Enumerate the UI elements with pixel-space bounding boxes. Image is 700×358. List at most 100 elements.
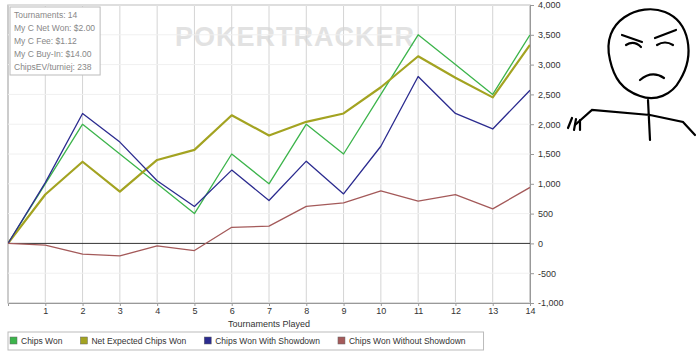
y-tick: 4,000 [530,0,561,10]
y-tick-label: 3,000 [538,60,561,70]
legend-swatch [10,337,17,344]
face-eye [626,43,673,48]
info-line: My C Fee: $1.12 [14,36,77,46]
face-hand [568,118,580,130]
x-tick: 2 [81,303,86,316]
info-line: My C Net Won: $2.00 [14,23,95,33]
info-line: My C Buy-In: $14.00 [14,49,92,59]
x-tick-label: 2 [81,306,86,316]
x-tick: 8 [304,303,309,316]
chart: POKERTRACKER -1,000 -500 0 500 1,000 1,500 2,00… [0,0,700,358]
face-mouth [640,74,664,80]
grid [8,5,530,303]
y-tick: 500 [530,209,553,219]
legend-frame [8,332,484,350]
x-tick: 7 [267,303,272,316]
x-tick-label: 7 [267,306,272,316]
x-tick: 1 [43,303,48,316]
y-tick-mark [530,154,534,155]
y-tick-mark [530,35,534,36]
x-tick: 3 [118,303,123,316]
grid-line-y [8,94,530,95]
face-icon [568,9,695,140]
series-line [8,77,530,244]
plot-background [8,5,530,303]
info-box-frame [10,7,100,75]
x-axis-title: Tournaments Played [228,319,310,329]
x-tick: 14 [525,303,535,316]
y-tick: 1,500 [530,149,561,159]
legend-swatch [204,337,211,344]
x-tick: 12 [451,303,461,316]
y-tick-label: 4,000 [538,0,561,10]
y-tick-label: -1,000 [538,298,564,308]
x-tick-label: 5 [192,306,197,316]
x-tick-label: 4 [155,306,160,316]
y-tick-mark [530,273,534,274]
y-tick-mark [530,184,534,185]
x-tick-label: 8 [304,306,309,316]
x-tick-label: 9 [342,306,347,316]
face-head [608,9,688,98]
grid-line-y [8,273,530,274]
y-tick-label: 3,500 [538,30,561,40]
series-lines [8,35,530,256]
y-tick-mark [530,94,534,95]
y-tick: 0 [530,239,543,249]
y-tick: 2,500 [530,90,561,100]
x-tick: 9 [342,303,347,316]
y-tick-label: 500 [538,209,553,219]
legend-item: Chips Won With Showdown [204,336,320,346]
legend-label: Chips Won Without Showdown [349,336,466,346]
face-brow [622,30,676,42]
legend-item: Chips Won [10,336,63,346]
x-tick-label: 6 [230,306,235,316]
legend-swatch [338,337,345,344]
y-tick-label: 0 [538,239,543,249]
x-tick-label: 14 [525,306,535,316]
series-line [8,35,530,244]
zero-line [8,243,530,244]
y-tick-mark [530,124,534,125]
info-box: Tournaments: 14 My C Net Won: $2.00 My C F… [10,7,100,75]
y-axis: -1,000 -500 0 500 1,000 1,500 2,000 2,500 3,000 3… [530,0,564,308]
x-tick: 11 [414,303,423,316]
y-tick-label: 2,500 [538,90,561,100]
y-tick: 2,000 [530,120,561,130]
x-tick: 5 [192,303,197,316]
x-tick-label: 3 [118,306,123,316]
y-tick-label: -500 [538,269,556,279]
y-tick-label: 1,000 [538,179,561,189]
info-line: ChipsEV/turniej: 238 [14,62,92,72]
x-tick: 4 [155,303,160,316]
legend-label: Net Expected Chips Won [91,336,186,346]
x-tick-label: 10 [376,306,386,316]
x-tick-label: 12 [451,306,461,316]
x-tick-label: 13 [488,306,498,316]
y-tick-mark [530,243,534,244]
x-tick-label: 1 [43,306,48,316]
y-tick-mark [530,214,534,215]
y-tick-label: 2,000 [538,120,561,130]
x-axis: 1234567891011121314 [9,303,536,316]
face-body [575,100,695,140]
x-tick-label: 11 [414,306,423,316]
y-axis-line [531,6,535,304]
y-tick-mark [530,65,534,66]
grid-line-y [8,5,530,6]
x-tick: 13 [488,303,498,316]
grid-line-y [8,124,530,125]
y-tick: -500 [530,269,556,279]
legend-label: Chips Won With Showdown [215,336,320,346]
legend-item: Net Expected Chips Won [80,336,186,346]
x-tick: 10 [376,303,386,316]
grid-line-y [8,213,530,214]
x-tick: 6 [230,303,235,316]
info-line: Tournaments: 14 [14,10,78,20]
legend-item: Chips Won Without Showdown [338,336,466,346]
grid-line-y [8,154,530,155]
y-tick: 3,000 [530,60,561,70]
y-tick: 3,500 [530,30,561,40]
y-tick: 1,000 [530,179,561,189]
watermark: POKERTRACKER [175,22,415,52]
